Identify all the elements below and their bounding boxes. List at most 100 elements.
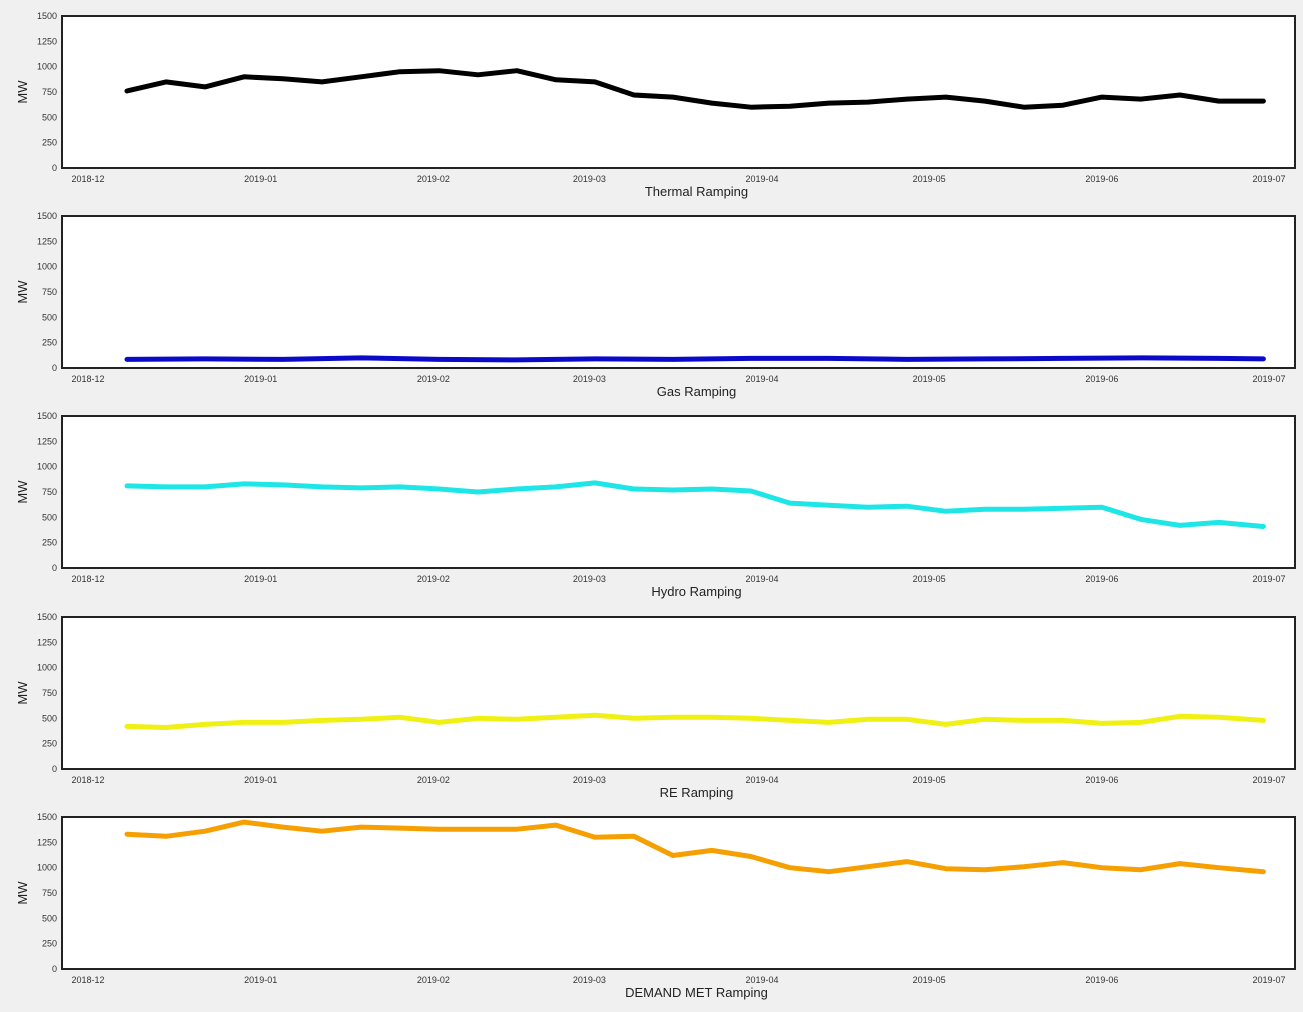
x-tick-label: 2019-04 bbox=[746, 574, 779, 584]
x-tick-label: 2019-03 bbox=[573, 574, 606, 584]
y-tick-label: 500 bbox=[42, 112, 57, 122]
y-tick-label: 1500 bbox=[37, 612, 57, 622]
x-axis-label: RE Ramping bbox=[660, 785, 734, 800]
y-tick-label: 750 bbox=[42, 87, 57, 97]
x-tick-label: 2019-04 bbox=[746, 775, 779, 785]
x-tick-label: 2019-05 bbox=[913, 574, 946, 584]
y-tick-label: 1000 bbox=[37, 462, 57, 472]
plot-area bbox=[61, 215, 1296, 369]
x-tick-label: 2019-07 bbox=[1252, 975, 1285, 985]
x-tick-label: 2019-01 bbox=[244, 775, 277, 785]
y-axis-label: MW bbox=[15, 681, 30, 705]
y-tick-label: 1250 bbox=[37, 436, 57, 446]
x-axis-label: Hydro Ramping bbox=[651, 584, 741, 599]
chart-panel-2: 0 250 500 750 1000 1250 1500 2018-12 2019-01 2019… bbox=[15, 211, 1296, 399]
y-tick-label: 0 bbox=[52, 964, 57, 974]
chart-panel-1: 0 250 500 750 1000 1250 1500 2018-12 2019-01 2019… bbox=[15, 11, 1296, 199]
y-tick-label: 250 bbox=[42, 939, 57, 949]
y-tick-label: 0 bbox=[52, 163, 57, 173]
y-tick-label: 1250 bbox=[37, 637, 57, 647]
y-tick-label: 1500 bbox=[37, 211, 57, 221]
x-tick-label: 2019-04 bbox=[746, 374, 779, 384]
x-tick-label: 2019-05 bbox=[913, 374, 946, 384]
x-tick-label: 2018-12 bbox=[71, 374, 104, 384]
chart-panel-3: 0 250 500 750 1000 1250 1500 2018-12 2019-01 2019… bbox=[15, 411, 1296, 599]
y-tick-label: 1000 bbox=[37, 863, 57, 873]
x-tick-label: 2019-03 bbox=[573, 975, 606, 985]
series-line bbox=[124, 480, 1266, 529]
series-line bbox=[124, 68, 1266, 110]
x-tick-label: 2019-04 bbox=[746, 174, 779, 184]
y-axis-label: MW bbox=[15, 280, 30, 304]
x-tick-label: 2019-02 bbox=[417, 574, 450, 584]
x-axis-label: Thermal Ramping bbox=[645, 184, 748, 199]
plot-area bbox=[61, 816, 1296, 970]
y-tick-label: 0 bbox=[52, 363, 57, 373]
y-tick-label: 750 bbox=[42, 688, 57, 698]
y-tick-label: 1500 bbox=[37, 812, 57, 822]
y-tick-label: 1250 bbox=[37, 36, 57, 46]
x-tick-label: 2019-02 bbox=[417, 975, 450, 985]
x-tick-label: 2019-02 bbox=[417, 775, 450, 785]
y-tick-label: 1000 bbox=[37, 262, 57, 272]
x-tick-label: 2018-12 bbox=[71, 174, 104, 184]
y-tick-label: 750 bbox=[42, 287, 57, 297]
y-tick-label: 500 bbox=[42, 713, 57, 723]
x-tick-label: 2019-07 bbox=[1252, 775, 1285, 785]
y-tick-label: 1500 bbox=[37, 411, 57, 421]
x-tick-label: 2019-06 bbox=[1085, 574, 1118, 584]
x-tick-label: 2019-03 bbox=[573, 374, 606, 384]
x-tick-label: 2019-06 bbox=[1085, 174, 1118, 184]
x-tick-label: 2018-12 bbox=[71, 975, 104, 985]
y-tick-label: 1250 bbox=[37, 236, 57, 246]
x-tick-label: 2019-06 bbox=[1085, 374, 1118, 384]
y-tick-label: 500 bbox=[42, 913, 57, 923]
x-tick-label: 2019-02 bbox=[417, 174, 450, 184]
x-tick-label: 2019-01 bbox=[244, 374, 277, 384]
y-tick-label: 250 bbox=[42, 739, 57, 749]
plot-area bbox=[61, 616, 1296, 770]
x-tick-label: 2019-03 bbox=[573, 174, 606, 184]
x-tick-label: 2018-12 bbox=[71, 574, 104, 584]
x-tick-label: 2019-01 bbox=[244, 574, 277, 584]
chart-panel-5: 0 250 500 750 1000 1250 1500 2018-12 2019-01 2019… bbox=[15, 812, 1296, 1000]
x-tick-label: 2019-06 bbox=[1085, 975, 1118, 985]
x-axis-label: DEMAND MET Ramping bbox=[625, 985, 768, 1000]
x-tick-label: 2019-02 bbox=[417, 374, 450, 384]
x-tick-label: 2019-05 bbox=[913, 775, 946, 785]
plot-area bbox=[61, 15, 1296, 169]
x-tick-label: 2019-03 bbox=[573, 775, 606, 785]
x-axis-label: Gas Ramping bbox=[657, 384, 736, 399]
x-tick-label: 2019-05 bbox=[913, 174, 946, 184]
y-tick-label: 250 bbox=[42, 538, 57, 548]
y-tick-label: 1250 bbox=[37, 837, 57, 847]
y-tick-label: 250 bbox=[42, 138, 57, 148]
x-tick-label: 2019-06 bbox=[1085, 775, 1118, 785]
y-tick-label: 250 bbox=[42, 338, 57, 348]
x-tick-label: 2019-05 bbox=[913, 975, 946, 985]
series-line bbox=[124, 355, 1266, 363]
y-axis-label: MW bbox=[15, 881, 30, 905]
x-tick-label: 2019-07 bbox=[1252, 174, 1285, 184]
x-tick-label: 2018-12 bbox=[71, 775, 104, 785]
y-tick-label: 500 bbox=[42, 312, 57, 322]
y-tick-label: 0 bbox=[52, 764, 57, 774]
series-line bbox=[124, 819, 1266, 875]
y-axis-label: MW bbox=[15, 80, 30, 104]
y-axis-label: MW bbox=[15, 480, 30, 504]
y-tick-label: 750 bbox=[42, 888, 57, 898]
y-tick-label: 750 bbox=[42, 487, 57, 497]
x-tick-label: 2019-04 bbox=[746, 975, 779, 985]
y-tick-label: 1500 bbox=[37, 11, 57, 21]
series-line bbox=[124, 712, 1266, 730]
x-tick-label: 2019-07 bbox=[1252, 374, 1285, 384]
y-tick-label: 1000 bbox=[37, 663, 57, 673]
x-tick-label: 2019-01 bbox=[244, 975, 277, 985]
x-tick-label: 2019-07 bbox=[1252, 574, 1285, 584]
y-tick-label: 1000 bbox=[37, 62, 57, 72]
y-tick-label: 0 bbox=[52, 563, 57, 573]
y-tick-label: 500 bbox=[42, 512, 57, 522]
x-tick-label: 2019-01 bbox=[244, 174, 277, 184]
chart-panel-4: 0 250 500 750 1000 1250 1500 2018-12 2019-01 2019… bbox=[15, 612, 1296, 800]
